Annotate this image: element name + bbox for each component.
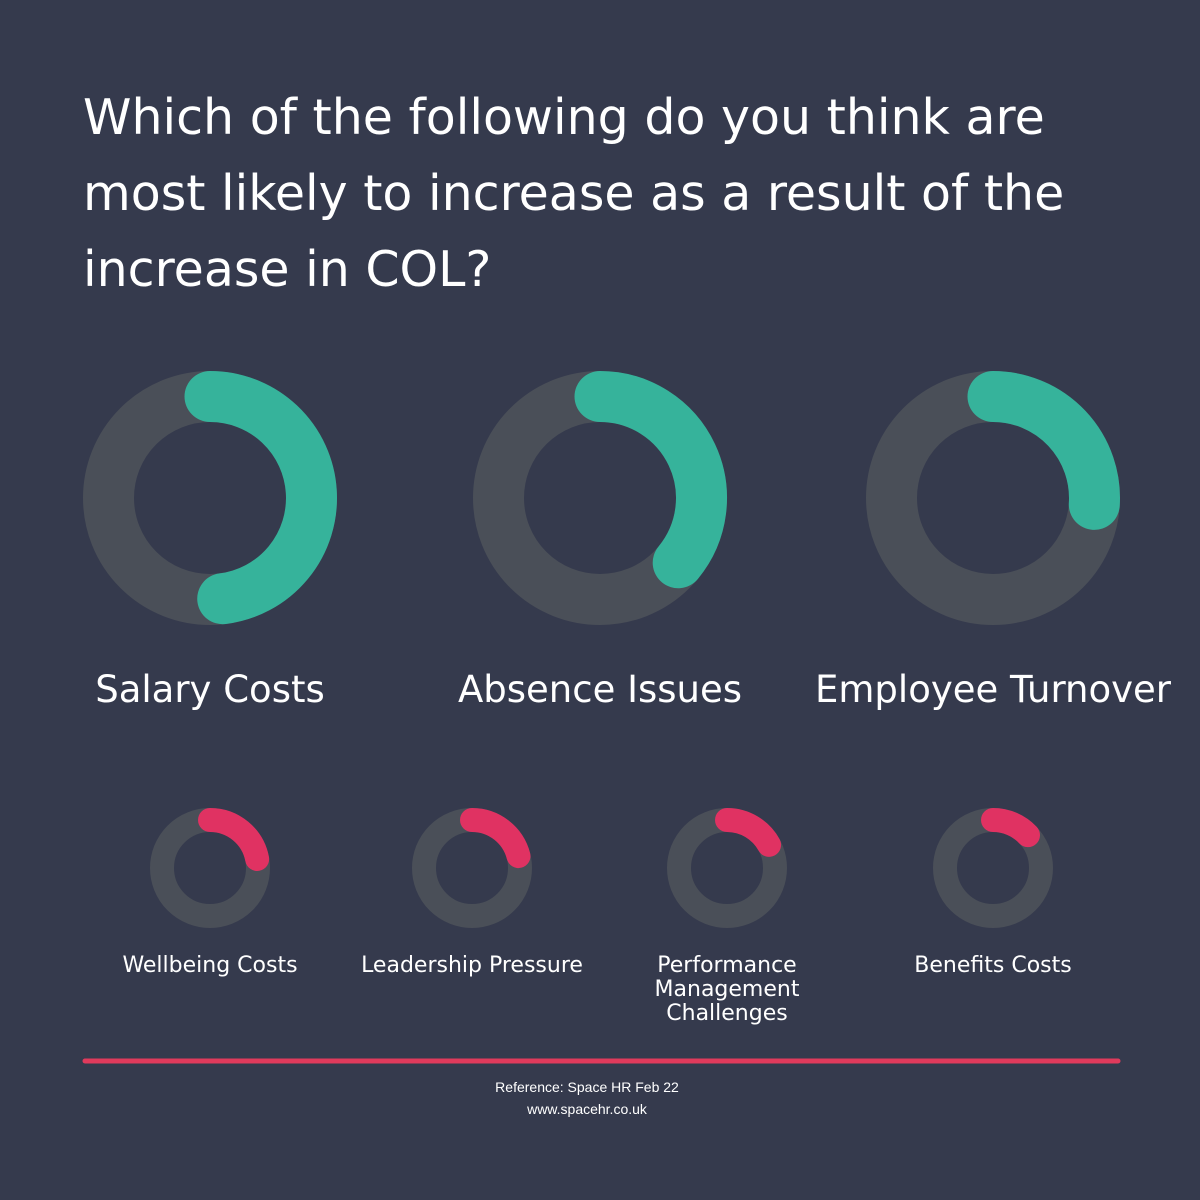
donut-arc — [460, 808, 531, 869]
page-title: Which of the following do you think are … — [83, 89, 1065, 298]
donut-arc — [574, 371, 727, 589]
donut-label: Salary Costs — [95, 668, 325, 711]
donut-arc — [981, 808, 1040, 848]
donut-arc — [967, 371, 1120, 530]
donut-label: Absence Issues — [457, 668, 743, 711]
reference: Reference: Space HR Feb 22 — [495, 1079, 679, 1095]
donut-label: Employee Turnover — [815, 668, 1171, 711]
donut-label: Leadership Pressure — [361, 953, 583, 978]
donut-arc — [715, 808, 782, 857]
donut-label: Performance Management Challenges — [654, 953, 800, 1026]
donut-arc — [184, 371, 337, 625]
website: www.spacehr.co.uk — [527, 1101, 647, 1117]
donut-arc — [198, 808, 270, 872]
donut-label: Benefits Costs — [914, 953, 1072, 978]
donut-label: Wellbeing Costs — [122, 953, 298, 978]
